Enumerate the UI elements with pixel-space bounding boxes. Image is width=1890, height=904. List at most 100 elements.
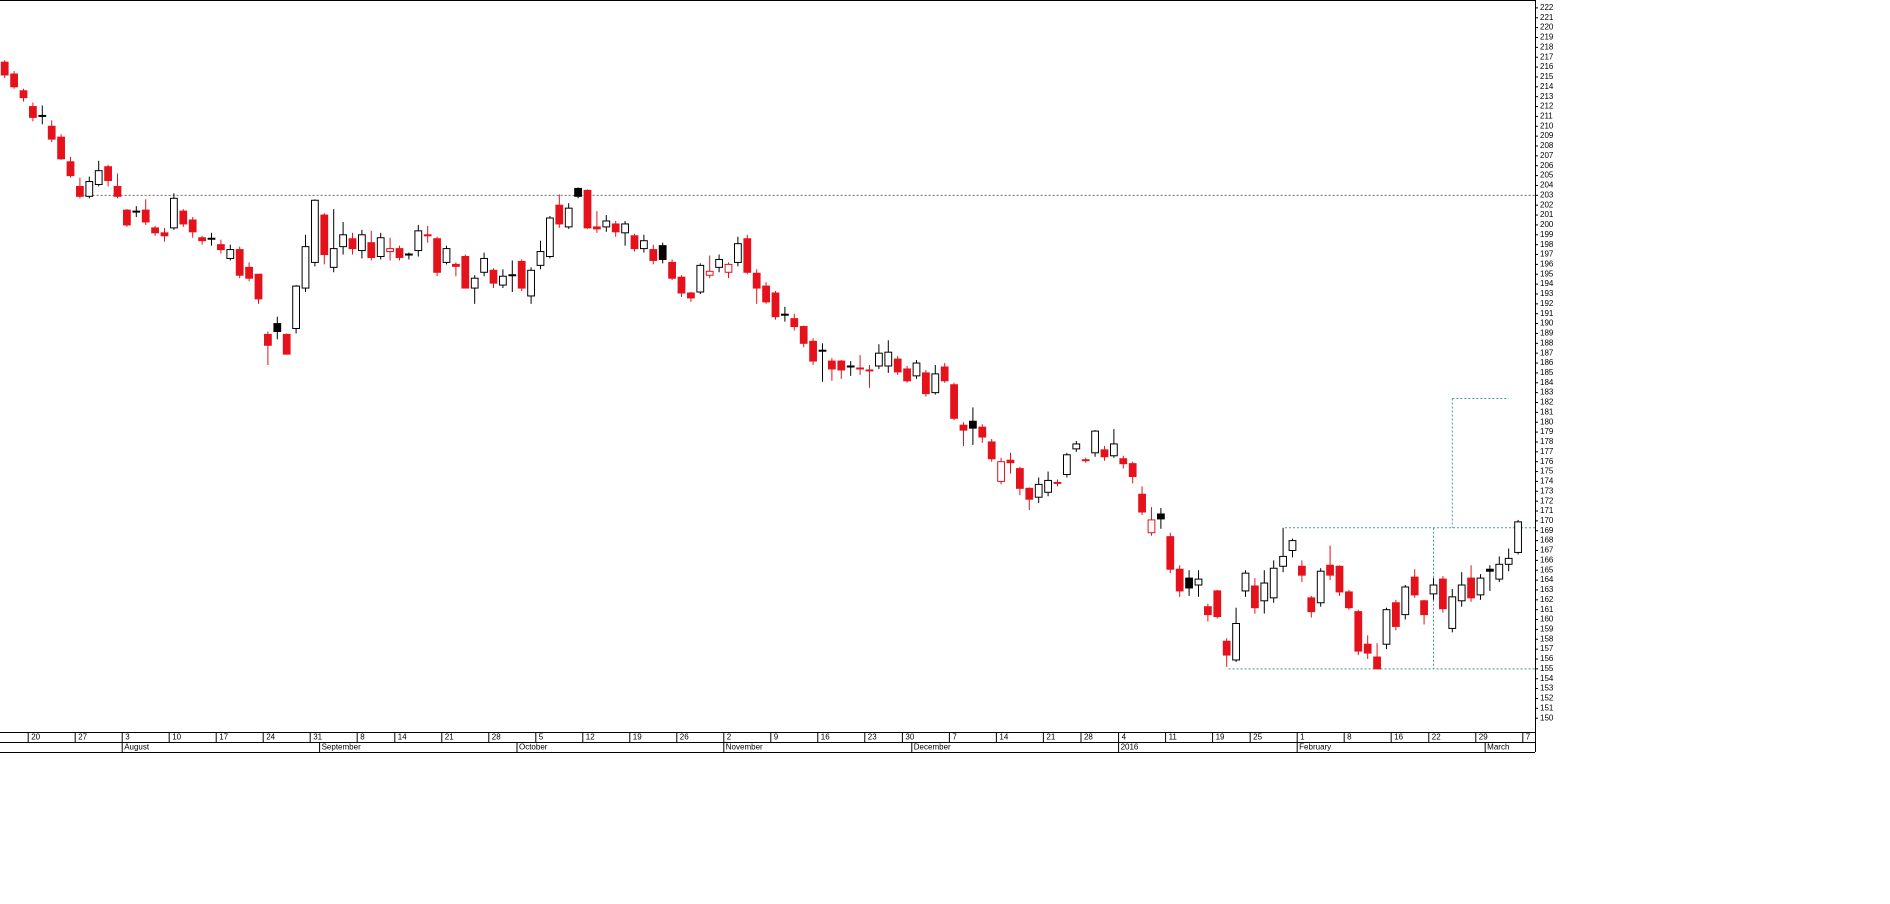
candle-body [1354,611,1363,652]
candle-body [1514,521,1522,553]
candle-body [10,73,18,88]
candle-body [771,292,780,318]
y-tick-label: 215 [1540,72,1554,81]
candle-body [47,125,56,140]
candle-body [762,285,770,303]
month-label: December [914,743,951,752]
y-tick-label: 185 [1540,368,1554,377]
x-tick-label: 28 [492,733,501,742]
candle-body [1213,590,1222,618]
candle-body [470,277,479,289]
candle-body [564,207,573,228]
candle-body [677,276,686,294]
candle-body [123,209,131,226]
y-tick-label: 188 [1540,338,1554,347]
y-tick-label: 173 [1540,486,1554,495]
candle-body [207,237,216,240]
x-tick-label: 16 [1394,733,1403,742]
y-tick-label: 180 [1540,417,1554,426]
y-tick-label: 170 [1540,516,1554,525]
y-tick-label: 166 [1540,555,1554,564]
candle-body [1495,563,1504,580]
y-tick-label: 178 [1540,437,1554,446]
month-label: October [519,743,548,752]
candle-body [188,219,197,233]
y-tick-label: 199 [1540,230,1554,239]
candle-body [1288,540,1297,551]
candle-body [1373,656,1381,670]
candle-body [329,248,338,268]
candle-body [1260,582,1269,602]
candle-body [1429,584,1438,595]
month-label: September [322,743,361,752]
y-tick-label: 213 [1540,92,1554,101]
month-label: March [1487,743,1509,752]
candle-body [1269,567,1278,599]
x-tick-label: 19 [633,733,642,742]
candle-body [1297,565,1306,576]
candle-body [734,243,742,263]
y-tick-label: 202 [1540,200,1554,209]
candle-body [38,114,47,117]
y-tick-label: 167 [1540,546,1554,555]
candle-body [499,275,507,286]
y-tick-label: 220 [1540,23,1554,32]
y-tick-label: 191 [1540,309,1554,318]
y-tick-label: 157 [1540,644,1554,653]
x-tick-label: 14 [999,733,1008,742]
candle-body [395,248,404,258]
y-tick-label: 171 [1540,506,1554,515]
y-tick-label: 190 [1540,319,1554,328]
candle-body [687,292,695,299]
candle-body [292,285,300,330]
candle-body [113,185,122,197]
y-tick-label: 208 [1540,141,1554,150]
y-tick-label: 210 [1540,121,1554,130]
x-tick-label: 8 [1347,733,1352,742]
candle-body [1091,430,1099,454]
candle-body [1438,578,1447,610]
candle-body [978,426,987,438]
candle-body [1457,584,1466,602]
y-tick-label: 219 [1540,33,1554,42]
y-tick-label: 193 [1540,289,1554,298]
candle-body [1128,463,1137,477]
candle-body [1025,487,1034,500]
candle-body [94,170,103,185]
y-tick-label: 181 [1540,407,1554,416]
candle-body [602,220,611,228]
candle-body [386,248,394,253]
candle-body [1016,468,1024,489]
month-label: February [1299,743,1331,752]
y-tick-label: 204 [1540,181,1554,190]
candle-body [320,214,329,256]
x-tick-label: 21 [445,733,454,742]
candle-body [752,272,761,289]
candle-body [508,274,517,277]
y-tick-label: 158 [1540,634,1554,643]
candle-body [76,185,84,197]
y-tick-label: 187 [1540,348,1554,357]
candle-body [536,251,545,266]
candle-body [818,349,827,352]
candle-body [555,204,564,225]
y-tick-label: 164 [1540,575,1554,584]
candle-body [348,238,357,250]
candle-body [1448,596,1457,629]
candle-body [1185,577,1193,589]
candle-body [658,245,667,260]
x-tick-label: 28 [1084,733,1093,742]
x-tick-label: 11 [1169,733,1178,742]
x-tick-label: 14 [398,733,407,742]
y-tick-label: 177 [1540,447,1554,456]
candle-body [668,261,676,279]
candle-body [790,318,799,328]
candle-body [1138,493,1146,513]
x-tick-label: 10 [172,733,181,742]
y-tick-label: 179 [1540,427,1554,436]
candle-body [828,360,836,370]
candle-body [1166,536,1175,570]
y-tick-label: 192 [1540,299,1554,308]
